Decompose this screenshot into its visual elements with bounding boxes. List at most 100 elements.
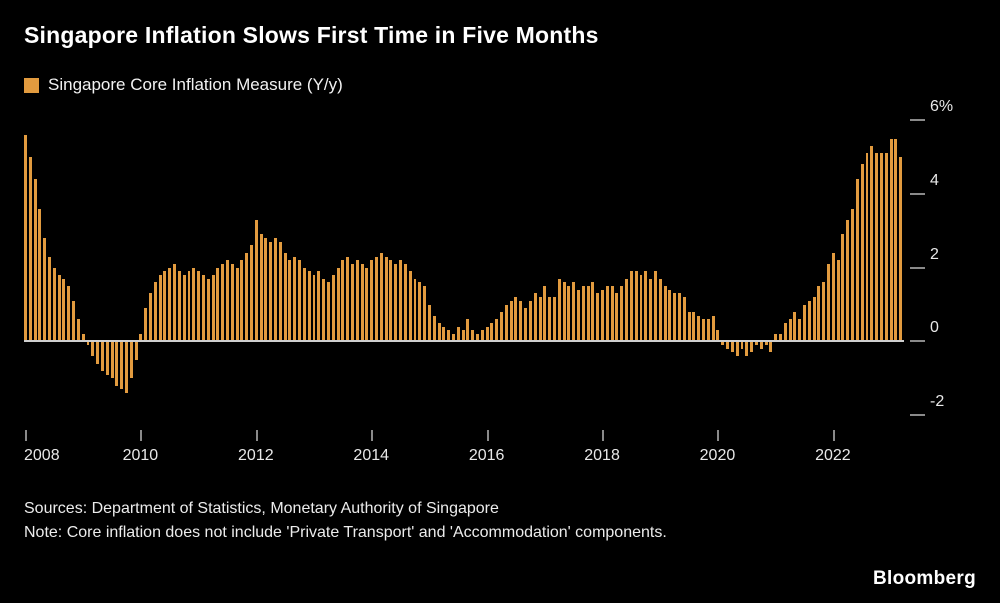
bar — [870, 145, 874, 342]
bar — [504, 304, 508, 342]
legend-swatch-icon — [24, 77, 39, 93]
bar — [759, 341, 763, 349]
bar — [581, 286, 585, 342]
bar — [879, 153, 883, 342]
bar — [860, 164, 864, 342]
bar — [500, 311, 504, 342]
bar — [177, 271, 181, 342]
zero-baseline — [24, 340, 904, 343]
bar — [831, 252, 835, 342]
bar — [894, 138, 898, 342]
bar — [254, 219, 258, 342]
bar — [702, 319, 705, 342]
bar — [466, 319, 470, 342]
bar — [899, 156, 903, 342]
bar — [57, 275, 61, 342]
bar — [293, 256, 297, 342]
bar — [38, 208, 42, 342]
bar — [269, 241, 273, 342]
bar — [230, 263, 234, 342]
bar — [278, 241, 282, 342]
bar — [803, 304, 806, 342]
bar — [658, 278, 662, 342]
bar — [528, 300, 532, 342]
bar — [264, 238, 268, 342]
bar — [610, 286, 614, 342]
bar — [375, 256, 378, 342]
bar — [379, 252, 383, 342]
bar — [875, 153, 879, 342]
bar — [625, 278, 629, 342]
bar — [129, 341, 133, 379]
x-axis-label: 2010 — [122, 447, 159, 464]
bar — [677, 293, 681, 342]
bar — [490, 322, 494, 342]
bar — [889, 138, 893, 342]
bar — [192, 267, 196, 342]
bar — [451, 334, 455, 342]
bar — [91, 341, 95, 357]
bar — [173, 263, 177, 342]
bar — [456, 326, 460, 342]
x-axis-label: 2018 — [584, 447, 620, 464]
bar — [682, 297, 686, 342]
bar — [822, 282, 826, 342]
bar — [548, 297, 552, 342]
bar — [711, 315, 715, 342]
bar — [485, 326, 489, 342]
bar — [769, 341, 773, 353]
bar — [788, 319, 792, 342]
bar — [649, 278, 653, 342]
bar — [730, 341, 734, 353]
bar — [750, 341, 754, 353]
bar — [841, 234, 845, 342]
bar — [668, 289, 672, 342]
bar — [355, 260, 359, 342]
bar — [846, 219, 850, 342]
bar — [341, 260, 345, 342]
bar — [447, 330, 451, 342]
bar — [653, 271, 657, 342]
y-axis-label: -2 — [930, 393, 945, 411]
bar — [48, 256, 51, 342]
bar — [336, 267, 340, 342]
x-axis-labels: 2008 2010 2012 2014 2016 2018 2020 2022 — [24, 447, 904, 473]
bar — [206, 278, 210, 342]
bar — [721, 341, 725, 346]
bar — [817, 286, 821, 342]
bar — [168, 267, 172, 342]
bar — [413, 278, 417, 342]
bar — [754, 341, 758, 346]
bar — [187, 271, 191, 342]
bar — [403, 263, 407, 342]
bar — [302, 267, 306, 342]
y-axis-label: 2 — [930, 245, 939, 263]
chart-title: Singapore Inflation Slows First Time in … — [24, 22, 599, 48]
x-axis-tick — [371, 430, 374, 441]
x-axis-tick — [25, 430, 27, 441]
bar — [197, 271, 201, 342]
bar — [427, 304, 431, 342]
bar — [96, 341, 100, 364]
bar — [615, 293, 619, 342]
bar — [350, 263, 354, 342]
bar — [298, 260, 302, 342]
bar — [149, 293, 152, 342]
bar — [524, 308, 528, 342]
bar — [807, 300, 811, 342]
bar — [370, 260, 374, 342]
bar — [67, 286, 71, 342]
legend: Singapore Core Inflation Measure (Y/y) — [24, 75, 976, 95]
bar — [394, 263, 398, 342]
bar — [812, 297, 816, 342]
bar — [221, 263, 225, 342]
bar — [442, 326, 446, 342]
bar — [139, 334, 143, 342]
bar — [240, 260, 244, 342]
x-axis-label: 2008 — [24, 447, 60, 464]
bar — [552, 297, 556, 342]
bar — [76, 319, 80, 342]
bar — [740, 341, 744, 349]
bar — [408, 271, 412, 342]
